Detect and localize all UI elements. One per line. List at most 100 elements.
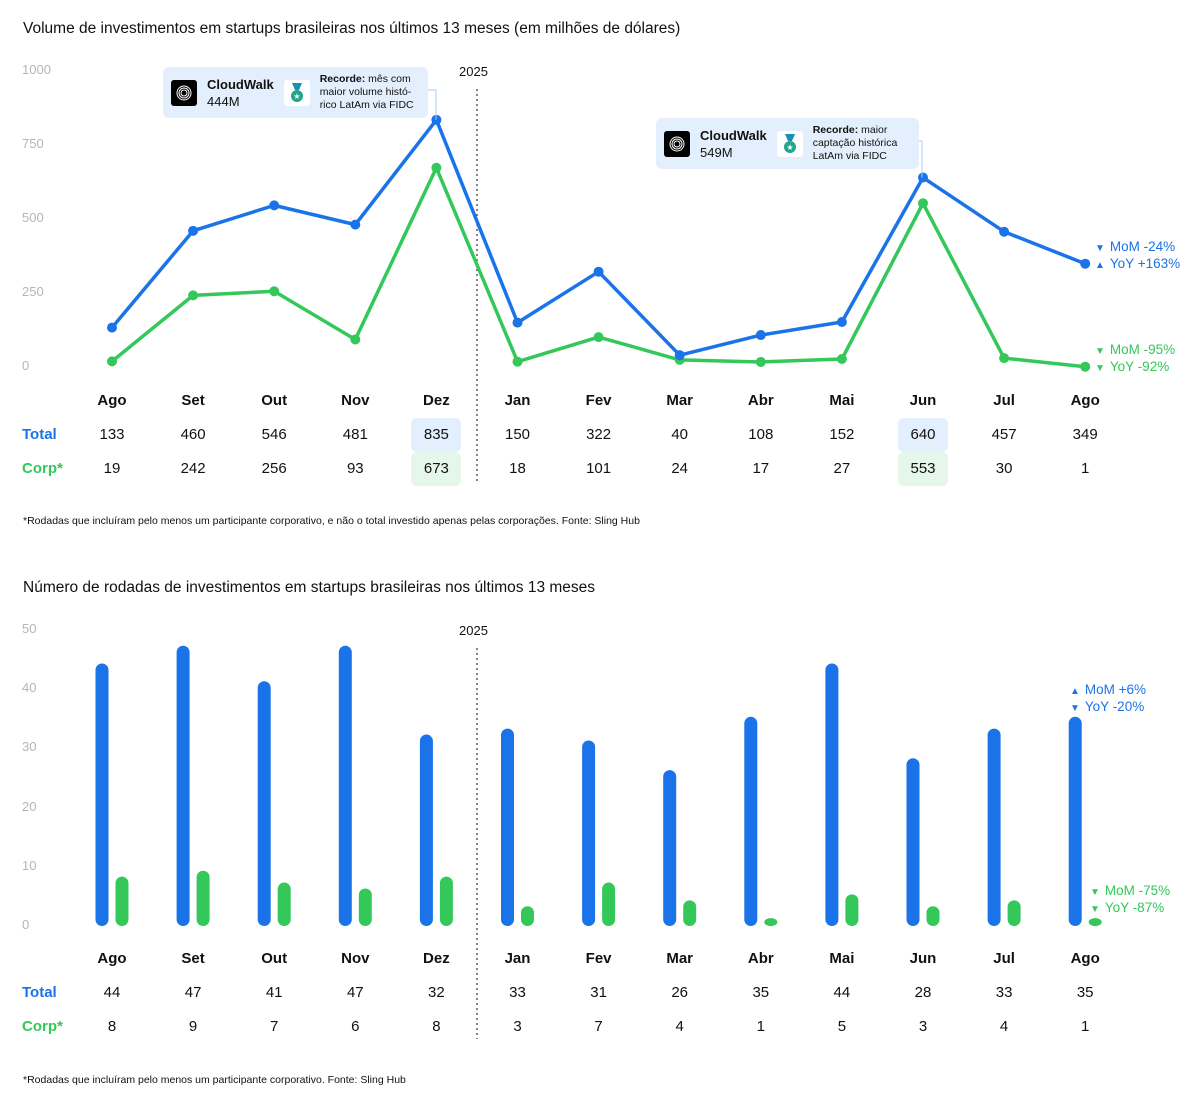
y-tick-label: 30 bbox=[22, 739, 37, 755]
corp-value: 4 bbox=[999, 1018, 1009, 1035]
corp-value: 3 bbox=[513, 1018, 522, 1035]
total-bar bbox=[95, 663, 109, 926]
total-value: 47 bbox=[346, 984, 364, 1001]
month-label: Jul bbox=[993, 950, 1015, 967]
total-bar bbox=[663, 770, 677, 926]
total-point bbox=[999, 226, 1010, 237]
month-label: Ago bbox=[97, 950, 127, 967]
month-label: Nov bbox=[341, 392, 370, 409]
note-bold: Recorde: bbox=[812, 124, 859, 136]
total-value: 108 bbox=[748, 426, 774, 443]
total-value: 44 bbox=[833, 984, 851, 1001]
total-value: 133 bbox=[99, 426, 125, 443]
total-value: 28 bbox=[914, 984, 932, 1001]
corp-value: 3 bbox=[918, 1018, 928, 1035]
note-text: mês com maior volume histó-rico LatAm vi… bbox=[319, 73, 414, 111]
corp-value: 8 bbox=[107, 1018, 117, 1035]
delta-text: YoY +163% bbox=[1109, 256, 1181, 271]
month-label: Mar bbox=[666, 950, 694, 967]
y-tick-label: 0 bbox=[22, 358, 30, 373]
corp-point bbox=[431, 162, 442, 173]
corp-point bbox=[188, 290, 199, 301]
corp-bar bbox=[521, 906, 534, 926]
company-name: CloudWalk bbox=[207, 76, 274, 92]
cloudwalk-logo bbox=[171, 79, 197, 106]
delta-corp: ▼ MoM -95% bbox=[1095, 342, 1175, 357]
corp-value: 9 bbox=[188, 1018, 198, 1035]
delta-arrow-icon: ▲ bbox=[1095, 260, 1105, 271]
y-tick-label: 750 bbox=[22, 136, 44, 151]
corp-point bbox=[1080, 361, 1091, 372]
month-label: Dez bbox=[423, 950, 450, 967]
year-marker: 2025 bbox=[459, 64, 488, 79]
delta-arrow-icon: ▼ bbox=[1095, 363, 1105, 374]
month-label: Out bbox=[261, 392, 288, 409]
delta-text: YoY -92% bbox=[1109, 359, 1170, 374]
corp-bar bbox=[683, 900, 697, 926]
corp-value: 8 bbox=[432, 1018, 441, 1035]
corp-point bbox=[999, 353, 1010, 364]
corp-bar bbox=[602, 882, 616, 926]
annotation-box: CloudWalk 549M ★ Recorde: maior captação hi… bbox=[656, 118, 919, 169]
y-tick-label: 50 bbox=[22, 621, 37, 636]
delta-text: MoM -24% bbox=[1109, 239, 1176, 254]
total-value: 44 bbox=[103, 984, 121, 1001]
total-bar bbox=[257, 681, 271, 926]
row-label-total: Total bbox=[22, 426, 57, 443]
corp-value: 5 bbox=[837, 1018, 847, 1035]
corp-value: 553 bbox=[898, 452, 948, 486]
corp-value: 7 bbox=[270, 1018, 279, 1035]
annotation-box: CloudWalk 444M ★ Recorde: mês com maior vol… bbox=[163, 67, 428, 118]
month-label: Jan bbox=[504, 392, 531, 409]
corp-point bbox=[918, 198, 928, 209]
corp-value: 30 bbox=[995, 460, 1013, 477]
corp-bar bbox=[845, 894, 859, 926]
y-tick-label: 500 bbox=[22, 210, 44, 225]
row-label-corp: Corp* bbox=[22, 1018, 63, 1035]
corp-value: 4 bbox=[675, 1018, 684, 1035]
month-label: Out bbox=[261, 950, 288, 967]
corp-value: 1 bbox=[1081, 460, 1090, 477]
chart-title: Número de rodadas de investimentos em st… bbox=[23, 579, 596, 596]
corp-value: 19 bbox=[103, 460, 121, 477]
month-label: Jul bbox=[993, 392, 1015, 409]
total-point bbox=[350, 219, 361, 230]
delta-text: MoM -75% bbox=[1104, 883, 1171, 898]
total-point bbox=[593, 266, 604, 277]
month-label: Jun bbox=[909, 392, 937, 409]
annotation-company: CloudWalk 444M bbox=[207, 76, 274, 110]
cloudwalk-logo bbox=[664, 130, 690, 157]
y-tick-label: 20 bbox=[22, 798, 37, 814]
total-value: 460 bbox=[180, 426, 206, 443]
delta-corp: ▼ YoY -87% bbox=[1090, 900, 1164, 915]
delta-arrow-icon: ▼ bbox=[1095, 243, 1105, 254]
corp-value: 1 bbox=[1081, 1018, 1090, 1035]
corp-value: 17 bbox=[752, 460, 770, 477]
delta-corp: ▼ YoY -92% bbox=[1095, 359, 1169, 374]
delta-arrow-icon: ▲ bbox=[1070, 686, 1080, 697]
total-value: 640 bbox=[898, 418, 948, 452]
month-label: Ago bbox=[1070, 950, 1100, 967]
corp-point bbox=[512, 356, 523, 367]
corp-value: 673 bbox=[411, 452, 462, 486]
total-value: 481 bbox=[342, 426, 368, 443]
corp-point bbox=[755, 356, 766, 367]
delta-total: ▼ YoY -20% bbox=[1070, 699, 1144, 714]
total-value: 40 bbox=[671, 426, 689, 443]
row-label-total: Total bbox=[22, 984, 57, 1001]
month-label: Abr bbox=[747, 950, 774, 967]
month-label: Ago bbox=[97, 392, 127, 409]
corp-value: 256 bbox=[261, 460, 287, 477]
total-bar bbox=[825, 663, 839, 926]
total-value: 322 bbox=[586, 426, 612, 443]
total-value: 31 bbox=[590, 984, 607, 1001]
month-label: Jun bbox=[909, 950, 937, 967]
total-point bbox=[512, 317, 523, 328]
total-bar bbox=[338, 645, 352, 926]
corp-point bbox=[350, 334, 361, 345]
corp-bar bbox=[358, 888, 372, 926]
total-value: 349 bbox=[1072, 426, 1098, 443]
total-point bbox=[918, 172, 928, 183]
corp-value: 101 bbox=[586, 460, 612, 477]
